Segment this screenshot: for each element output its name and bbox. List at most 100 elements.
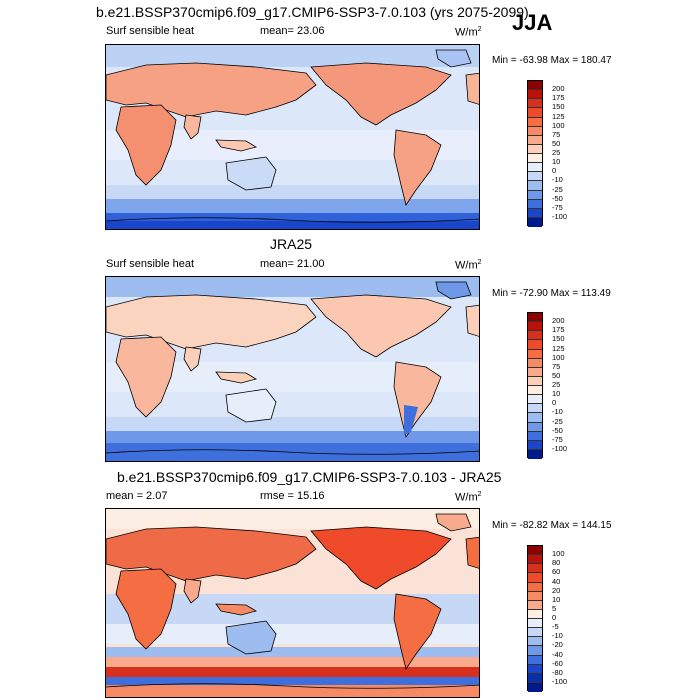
colorbar-tick-label: -10 <box>552 631 563 641</box>
colorbar-tick-label: 20 <box>552 585 561 595</box>
colorbar-swatch <box>528 404 542 414</box>
colorbar-tick-label: 100 <box>552 352 565 362</box>
colorbar-swatch <box>528 637 542 647</box>
colorbar-swatch <box>528 117 542 127</box>
colorbar-tick-label: 0 <box>552 166 557 176</box>
panel2-map <box>105 276 480 462</box>
colorbar-tick-label: 200 <box>552 316 565 326</box>
colorbar-swatch <box>528 190 542 200</box>
colorbar-tick-label: 80 <box>552 558 561 568</box>
colorbar-tick-label: -25 <box>552 416 563 426</box>
panel2-title: JRA25 <box>270 236 313 252</box>
colorbar-swatch <box>528 172 542 182</box>
colorbar-swatch <box>528 386 542 396</box>
colorbar-tick-label: -20 <box>552 640 563 650</box>
colorbar-swatch <box>528 682 542 692</box>
colorbar-tick-label: 10 <box>552 157 561 167</box>
colorbar-tick-label: -40 <box>552 649 563 659</box>
colorbar-tick-label: 50 <box>552 138 561 148</box>
colorbar-swatch <box>528 609 542 619</box>
colorbar-tick-label: -10 <box>552 175 563 185</box>
colorbar-swatch <box>528 395 542 405</box>
colorbar-swatch <box>528 331 542 341</box>
colorbar-swatch <box>528 99 542 109</box>
colorbar-swatch <box>528 673 542 683</box>
panel3-map <box>105 508 480 698</box>
colorbar-swatch <box>528 349 542 359</box>
panel1-colorbar <box>527 80 543 227</box>
panel1-variable-label: Surf sensible heat <box>106 25 195 37</box>
colorbar-tick-label: 100 <box>552 120 565 130</box>
colorbar-swatch <box>528 413 542 423</box>
colorbar-tick-label: -10 <box>552 407 563 417</box>
colorbar-swatch <box>528 655 542 665</box>
colorbar-tick-label: 150 <box>552 102 565 112</box>
panel1-colorbar-labels: 200 175 150 125 100 75 50 25 10 0 -10 -2… <box>552 80 592 226</box>
panel1-units-label: W/m2 <box>455 26 482 39</box>
colorbar-tick-label: -100 <box>552 443 568 453</box>
panel2-units-label: W/m2 <box>455 259 482 272</box>
colorbar-swatch <box>528 664 542 674</box>
colorbar-swatch <box>528 628 542 638</box>
panel2-mean-label: mean= 21.00 <box>260 258 325 270</box>
colorbar-tick-label: 5 <box>552 603 557 613</box>
colorbar-swatch <box>528 199 542 209</box>
colorbar-swatch <box>528 81 542 91</box>
panel3-map-field <box>106 509 479 697</box>
colorbar-tick-label: 100 <box>552 549 565 559</box>
colorbar-tick-label: 175 <box>552 325 565 335</box>
colorbar-tick-label: 0 <box>552 398 557 408</box>
colorbar-tick-label: 40 <box>552 576 561 586</box>
colorbar-tick-label: -100 <box>552 676 568 686</box>
panel3-colorbar <box>527 545 543 692</box>
colorbar-tick-label: -50 <box>552 193 563 203</box>
colorbar-swatch <box>528 358 542 368</box>
colorbar-tick-label: 75 <box>552 129 561 139</box>
colorbar-tick-label: 50 <box>552 370 561 380</box>
colorbar-tick-label: -75 <box>552 434 563 444</box>
colorbar-swatch <box>528 340 542 350</box>
panel3-title: b.e21.BSSP370cmip6.f09_g17.CMIP6-SSP3-7.… <box>117 469 502 485</box>
colorbar-swatch <box>528 154 542 164</box>
colorbar-tick-label: -5 <box>552 622 559 632</box>
panel3-colorbar-labels: 100 80 60 40 20 10 5 0 -5 -10 -20 -40 -6… <box>552 545 592 691</box>
colorbar-swatch <box>528 208 542 218</box>
colorbar-tick-label: -100 <box>552 211 568 221</box>
colorbar-tick-label: 10 <box>552 594 561 604</box>
colorbar-swatch <box>528 422 542 432</box>
colorbar-swatch <box>528 600 542 610</box>
colorbar-swatch <box>528 367 542 377</box>
colorbar-tick-label: 125 <box>552 111 565 121</box>
colorbar-swatch <box>528 90 542 100</box>
panel2-variable-label: Surf sensible heat <box>106 258 195 270</box>
colorbar-tick-label: 200 <box>552 84 565 94</box>
colorbar-tick-label: 75 <box>552 361 561 371</box>
panel2-minmax-label: Min = -72.90 Max = 113.49 <box>492 288 611 299</box>
colorbar-swatch <box>528 573 542 583</box>
colorbar-swatch <box>528 322 542 332</box>
colorbar-swatch <box>528 591 542 601</box>
colorbar-tick-label: -50 <box>552 425 563 435</box>
panel3-units-label: W/m2 <box>455 491 482 504</box>
panel1-minmax-label: Min = -63.98 Max = 180.47 <box>492 55 612 66</box>
colorbar-swatch <box>528 126 542 136</box>
colorbar-swatch <box>528 135 542 145</box>
colorbar-swatch <box>528 431 542 441</box>
panel1-title: b.e21.BSSP370cmip6.f09_g17.CMIP6-SSP3-7.… <box>96 4 529 20</box>
colorbar-tick-label: 0 <box>552 613 557 622</box>
colorbar-swatch <box>528 564 542 574</box>
colorbar-tick-label: 10 <box>552 389 561 399</box>
colorbar-swatch <box>528 646 542 656</box>
colorbar-swatch <box>528 449 542 459</box>
colorbar-tick-label: 125 <box>552 343 565 353</box>
colorbar-tick-label: 175 <box>552 93 565 103</box>
colorbar-tick-label: -75 <box>552 202 563 212</box>
colorbar-tick-label: 60 <box>552 567 561 577</box>
colorbar-swatch <box>528 619 542 629</box>
colorbar-tick-label: -60 <box>552 658 563 668</box>
panel3-minmax-label: Min = -82.82 Max = 144.15 <box>492 520 612 531</box>
panel1-map <box>105 44 480 230</box>
colorbar-tick-label: 25 <box>552 380 561 389</box>
colorbar-swatch <box>528 313 542 323</box>
colorbar-swatch <box>528 555 542 565</box>
